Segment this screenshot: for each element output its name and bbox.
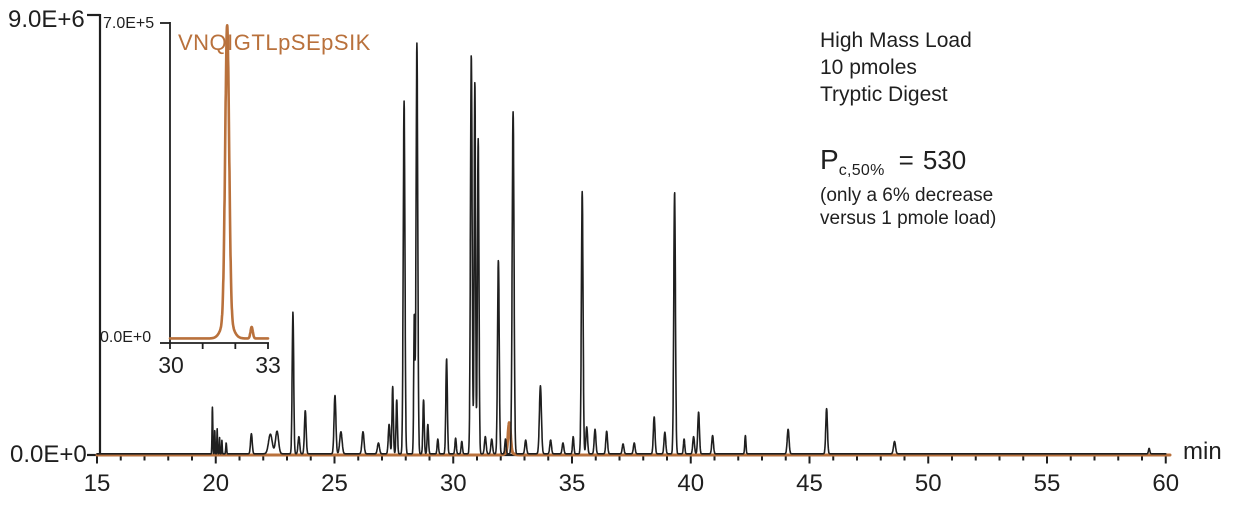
inset-peptide-label: VNQIGTLpSEpSIK — [178, 30, 371, 55]
sample-annotation-line: Tryptic Digest — [820, 83, 948, 106]
tic-trace-path — [96, 42, 1167, 455]
inset-xic-trace-path — [168, 24, 270, 340]
xic-trace-path — [95, 421, 1172, 457]
pc-symbol: P — [820, 144, 839, 175]
main-y-axis-min-label: 0.0E+0 — [10, 441, 87, 468]
x-axis-tick-label: 55 — [1033, 470, 1061, 497]
inset-x-tick-label-33: 33 — [255, 352, 281, 378]
pc-note-line: versus 1 pmole load) — [820, 208, 997, 229]
x-axis-tick-label: 45 — [796, 470, 823, 497]
inset-x-tick-label-30: 30 — [158, 352, 184, 378]
inset-y-axis-max-label: 7.0E+5 — [103, 15, 155, 32]
sample-annotation-line: High Mass Load — [820, 29, 972, 52]
pc-value: 530 — [922, 145, 967, 175]
pc-subscript: c,50% — [838, 162, 885, 179]
sample-annotation-line: 10 pmoles — [820, 56, 917, 79]
x-axis-tick-label: 25 — [321, 470, 348, 497]
x-axis-tick-label: 50 — [914, 470, 942, 497]
x-axis-tick-label: 40 — [677, 470, 705, 497]
sample-annotation-block: High Mass Load 10 pmoles Tryptic Digest — [820, 27, 972, 108]
x-axis-tick-label: 15 — [83, 470, 111, 497]
x-axis-unit-label: min — [1183, 438, 1222, 465]
inset-y-axis-min-label: 0.0E+0 — [100, 329, 152, 346]
main-x-axis-tick-labels: 15 20 25 30 35 40 45 50 55 60 — [0, 470, 1237, 502]
x-axis-tick-label: 60 — [1152, 470, 1180, 497]
peak-capacity-metric: Pc,50% = 530 — [820, 144, 966, 180]
pc-operator: = — [898, 145, 914, 175]
pc-note-line: (only a 6% decrease — [820, 185, 994, 206]
main-y-axis-max-label: 9.0E+6 — [8, 6, 85, 33]
peak-capacity-note: (only a 6% decrease versus 1 pmole load) — [820, 184, 996, 230]
x-axis-tick-label: 35 — [558, 470, 586, 497]
x-axis-tick-label: 20 — [202, 470, 230, 497]
x-axis-tick-label: 30 — [439, 470, 467, 497]
